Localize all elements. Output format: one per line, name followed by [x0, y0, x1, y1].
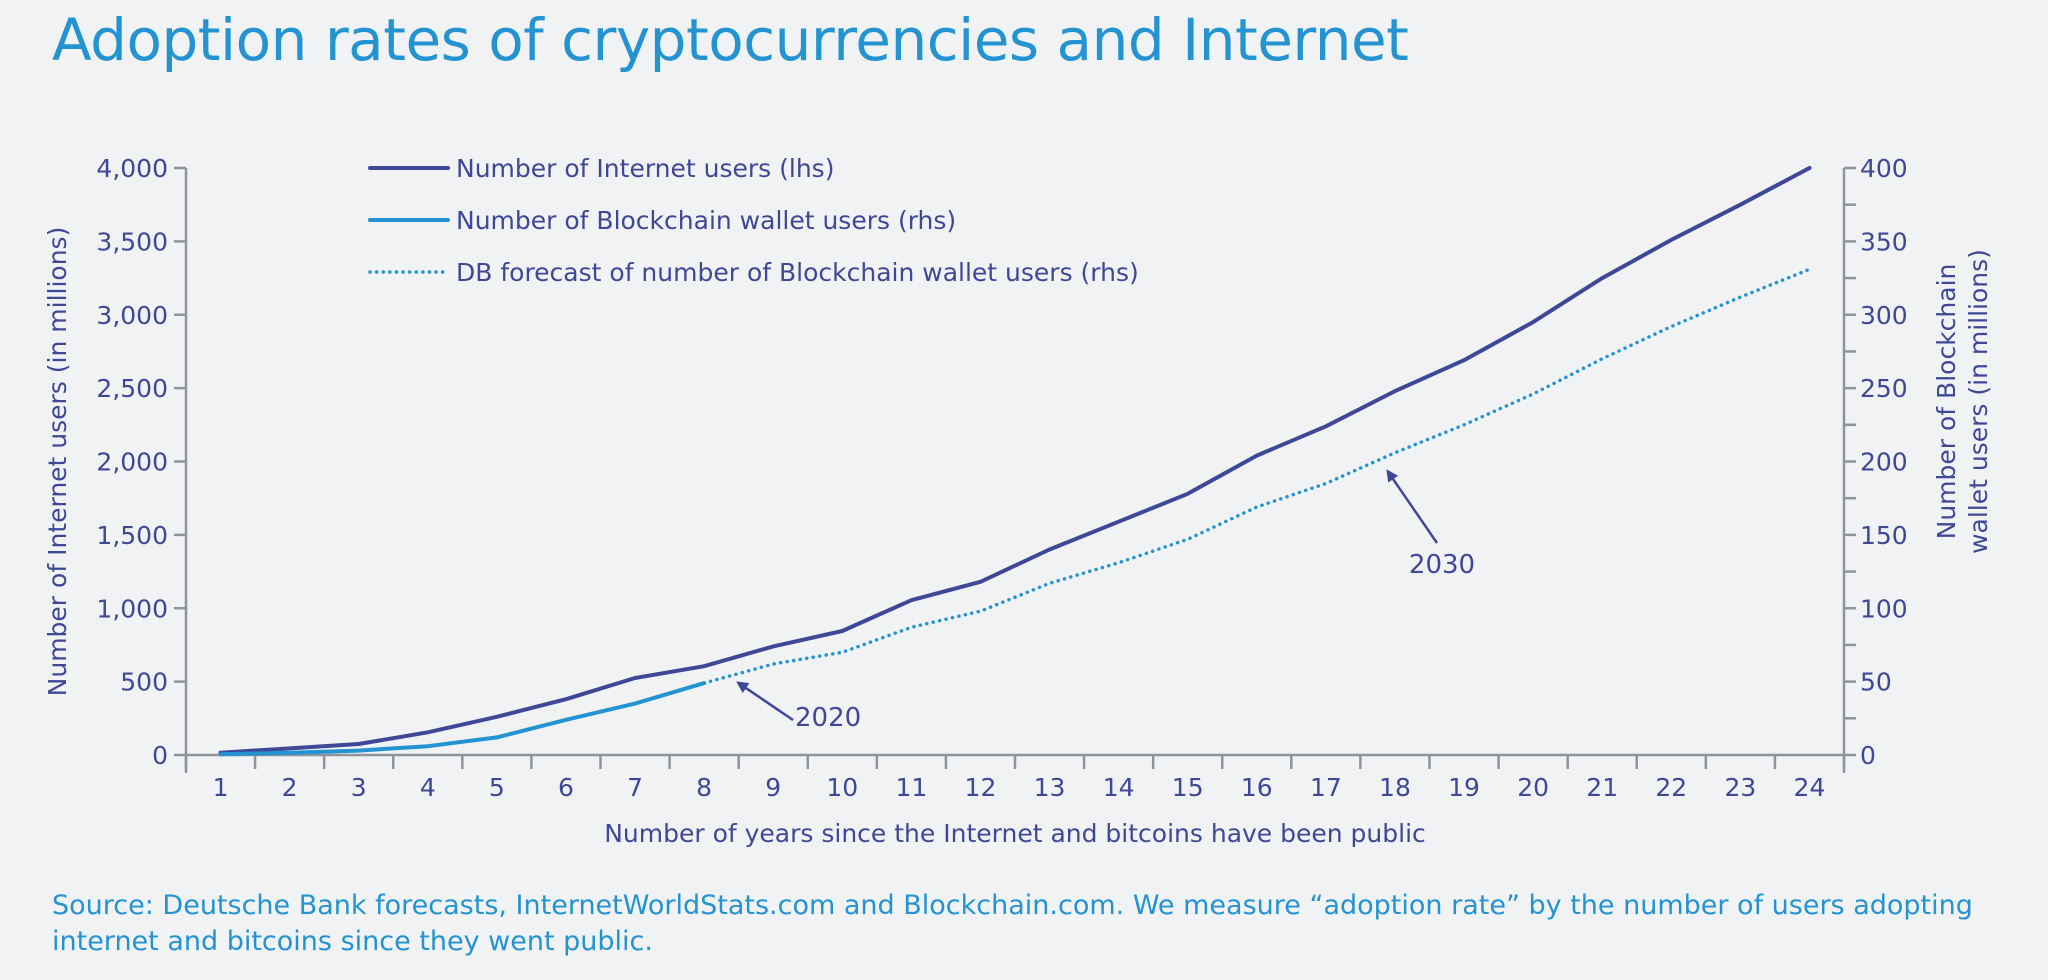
right-y-tick-label: 400 — [1860, 154, 1908, 183]
right-y-tick-label: 250 — [1860, 374, 1908, 403]
x-tick-label: 3 — [351, 773, 367, 802]
x-tick-label: 8 — [696, 773, 712, 802]
x-tick-label: 24 — [1794, 773, 1826, 802]
left-y-tick-label: 2,000 — [96, 448, 168, 477]
annotation-arrow — [736, 681, 794, 722]
right-y-tick-label: 200 — [1860, 448, 1908, 477]
x-tick-label: 19 — [1448, 773, 1480, 802]
x-tick-label: 16 — [1241, 773, 1273, 802]
source-note: Source: Deutsche Bank forecasts, Interne… — [52, 890, 1973, 957]
right-y-tick-label: 100 — [1860, 594, 1908, 623]
left-y-tick-label: 1,500 — [96, 521, 168, 550]
x-tick-label: 11 — [895, 773, 927, 802]
left-y-tick-label: 500 — [120, 668, 168, 697]
x-tick-label: 6 — [558, 773, 574, 802]
annotation-arrow — [1386, 469, 1439, 544]
line-chart: 1 2 3 4 5 6 7 8 9 10 11 12 13 14 15 16 17 18 19 20 21 22 23 240… — [43, 154, 1993, 848]
right-y-axis-title-line: wallet users (in millions) — [1964, 249, 1993, 554]
x-tick-label: 17 — [1310, 773, 1342, 802]
left-y-tick-label: 4,000 — [96, 154, 168, 183]
x-tick-label: 9 — [765, 773, 781, 802]
left-y-tick-label: 1,000 — [96, 594, 168, 623]
x-tick-label: 12 — [965, 773, 997, 802]
x-tick-label: 10 — [826, 773, 858, 802]
internet-users-line — [218, 166, 1812, 755]
blockchain-users-line — [218, 681, 707, 757]
left-y-tick-label: 2,500 — [96, 374, 168, 403]
left-y-tick-label: 3,500 — [96, 227, 168, 256]
x-tick-label: 18 — [1379, 773, 1411, 802]
x-tick-label: 21 — [1586, 773, 1618, 802]
x-tick-label: 22 — [1655, 773, 1687, 802]
x-tick-label: 20 — [1517, 773, 1549, 802]
blockchain-forecast-line — [702, 267, 1812, 685]
annotation-label: 2030 — [1409, 550, 1475, 580]
x-tick-label: 14 — [1103, 773, 1135, 802]
x-tick-label: 7 — [627, 773, 643, 802]
x-tick-label: 15 — [1172, 773, 1204, 802]
x-tick-label: 2 — [282, 773, 298, 802]
right-y-tick-label: 350 — [1860, 227, 1908, 256]
annotation-label: 2020 — [795, 703, 861, 733]
right-y-tick-label: 150 — [1860, 521, 1908, 550]
x-tick-label: 23 — [1724, 773, 1756, 802]
x-axis-title: Number of years since the Internet and b… — [604, 819, 1426, 848]
right-y-tick-label: 300 — [1860, 301, 1908, 330]
x-tick-label: 1 — [213, 773, 229, 802]
right-y-axis-title-line: Number of Blockchain — [1932, 264, 1961, 540]
left-y-tick-label: 0 — [152, 741, 168, 770]
x-tick-label: 13 — [1034, 773, 1066, 802]
chart-title: Adoption rates of cryptocurrencies and I… — [52, 6, 1409, 74]
right-y-tick-label: 0 — [1860, 741, 1876, 770]
left-y-axis-title: Number of Internet users (in millions) — [43, 227, 72, 697]
legend-label: DB forecast of number of Blockchain wall… — [456, 258, 1139, 287]
right-y-axis-title: Number of Blockchain wallet users (in mil… — [1932, 249, 1993, 554]
legend-label: Number of Blockchain wallet users (rhs) — [456, 206, 956, 235]
left-y-tick-label: 3,000 — [96, 301, 168, 330]
right-y-tick-label: 50 — [1860, 668, 1892, 697]
x-tick-label: 4 — [420, 773, 436, 802]
x-tick-label: 5 — [489, 773, 505, 802]
legend-label: Number of Internet users (lhs) — [456, 154, 834, 183]
